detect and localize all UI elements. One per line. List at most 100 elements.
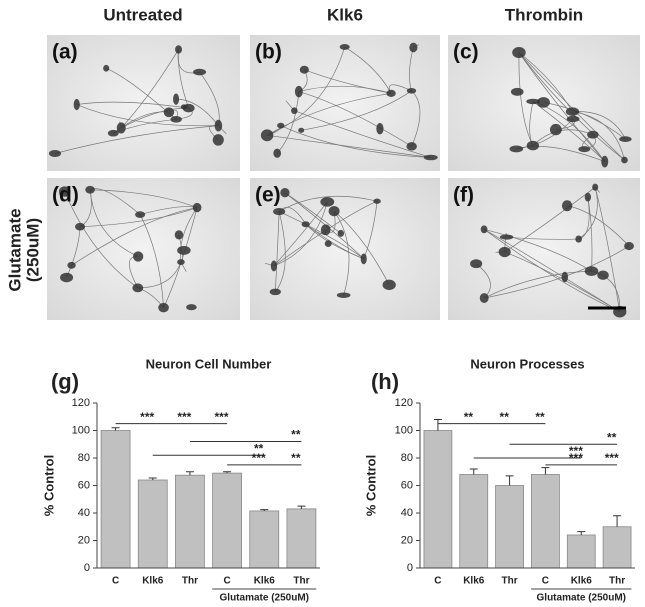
bar bbox=[602, 526, 632, 569]
neuron-body bbox=[584, 192, 592, 202]
neuron-body bbox=[174, 230, 184, 240]
neuron-body bbox=[163, 107, 175, 118]
neuron-body bbox=[480, 225, 488, 234]
neurite bbox=[411, 90, 421, 147]
neuron-body bbox=[337, 229, 345, 237]
column-header: Untreated bbox=[103, 5, 182, 24]
neuron-body bbox=[324, 240, 332, 247]
neuron-body bbox=[135, 211, 146, 218]
neurite bbox=[266, 93, 392, 136]
neuron-body bbox=[565, 107, 580, 116]
error-bar bbox=[613, 515, 622, 527]
micrograph: (f) bbox=[448, 178, 640, 320]
neuron-body bbox=[406, 142, 417, 151]
y-axis-label: % Control bbox=[41, 455, 56, 516]
neurite bbox=[120, 49, 179, 129]
y-tick-label: 120 bbox=[395, 397, 413, 409]
neurite bbox=[333, 210, 390, 286]
y-tick-label: 40 bbox=[78, 507, 90, 519]
neurite bbox=[516, 145, 605, 162]
y-tick-label: 80 bbox=[401, 452, 413, 464]
bar bbox=[495, 485, 524, 569]
y-tick-label: 120 bbox=[72, 397, 90, 409]
neuron-body bbox=[339, 44, 350, 50]
neuron-body bbox=[294, 85, 303, 98]
neuron-body bbox=[85, 185, 95, 194]
neuron-body bbox=[373, 198, 381, 204]
neurite bbox=[518, 52, 534, 146]
neuron-body bbox=[566, 115, 580, 123]
neuron-body bbox=[526, 140, 540, 151]
neuron-body bbox=[406, 87, 417, 94]
neuron-body bbox=[73, 98, 80, 111]
neuron-body bbox=[193, 68, 207, 76]
neuron-body bbox=[58, 186, 71, 197]
neurite bbox=[484, 228, 592, 272]
neuron-body bbox=[132, 283, 144, 293]
neurite bbox=[139, 214, 164, 308]
neurite bbox=[71, 207, 198, 266]
neuron-body bbox=[298, 127, 305, 133]
neurite bbox=[483, 229, 620, 313]
neuron-body bbox=[175, 45, 183, 54]
neurite bbox=[518, 52, 606, 162]
significance-stars: *** bbox=[177, 410, 191, 424]
neurite bbox=[504, 251, 620, 313]
neuron-body bbox=[186, 304, 197, 311]
neurite bbox=[344, 46, 392, 94]
neuron-body bbox=[549, 123, 562, 136]
bar bbox=[286, 508, 317, 569]
neuron-body bbox=[423, 154, 438, 161]
group-label: Glutamate (250uM) bbox=[537, 593, 626, 604]
neuron-body bbox=[624, 242, 634, 251]
error-bar bbox=[111, 427, 120, 431]
neuron-body bbox=[74, 222, 86, 231]
neuron-body bbox=[621, 156, 628, 164]
x-tick-label: Klk6 bbox=[254, 576, 276, 587]
neuron-body bbox=[376, 122, 384, 135]
significance-stars: *** bbox=[140, 410, 154, 424]
significance-stars: *** bbox=[569, 444, 583, 458]
neuron-body bbox=[320, 224, 331, 236]
significance-stars: ** bbox=[535, 410, 545, 424]
neuron-body bbox=[103, 64, 110, 72]
panel-label: (a) bbox=[52, 41, 78, 64]
neuron-body bbox=[170, 115, 182, 123]
neuron-body bbox=[273, 207, 286, 216]
neurite bbox=[594, 187, 621, 312]
neuron-body bbox=[584, 266, 599, 276]
micrograph: (b) bbox=[250, 35, 440, 171]
micrograph: (e) bbox=[250, 178, 440, 320]
micrograph-bg bbox=[47, 178, 240, 320]
neuron-body bbox=[587, 130, 599, 139]
panel-label: (f) bbox=[453, 184, 474, 207]
y-tick-label: 100 bbox=[72, 424, 90, 436]
significance-stars: *** bbox=[215, 410, 229, 424]
neuron-body bbox=[291, 107, 298, 115]
neurite bbox=[518, 52, 573, 112]
neuron-body bbox=[328, 206, 340, 217]
neurite bbox=[484, 270, 592, 299]
x-tick-label: C bbox=[112, 576, 119, 587]
neuron-body bbox=[499, 234, 514, 240]
neuron-body bbox=[386, 89, 396, 97]
neuron-body bbox=[116, 122, 126, 134]
neuron-body bbox=[158, 302, 169, 313]
neuron-body bbox=[360, 253, 367, 265]
neuron-body bbox=[177, 245, 191, 255]
x-tick-label: Thr bbox=[182, 576, 198, 587]
panel-label: (e) bbox=[255, 184, 281, 207]
error-bar bbox=[297, 505, 306, 509]
y-tick-label: 0 bbox=[84, 562, 90, 574]
error-bar bbox=[433, 419, 442, 431]
y-axis-label: % Control bbox=[363, 455, 378, 516]
neuron-body bbox=[512, 46, 526, 59]
neuron-body bbox=[60, 272, 74, 283]
micrograph-bg bbox=[448, 178, 640, 320]
error-bar bbox=[148, 477, 157, 480]
panel-label: (d) bbox=[52, 184, 79, 207]
y-tick-label: 60 bbox=[78, 479, 90, 491]
micrograph: (a) bbox=[47, 35, 240, 171]
neurite bbox=[572, 111, 625, 161]
